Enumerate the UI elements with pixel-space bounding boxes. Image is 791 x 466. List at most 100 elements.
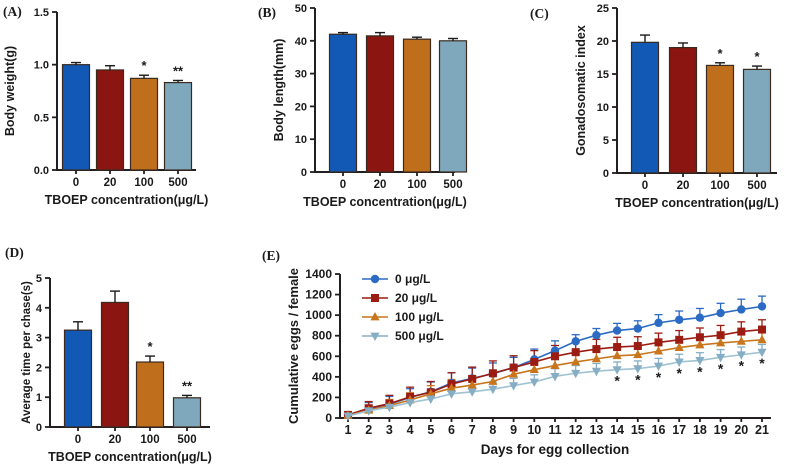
svg-text:*: * (697, 363, 703, 379)
svg-text:17: 17 (672, 423, 686, 437)
svg-text:0.5: 0.5 (34, 112, 49, 124)
panel-d-chase-time: (D) 0 1 2 3 4 5 0 20 * 100 ** 500 TBOEP concentratio… (0, 235, 252, 466)
svg-text:2: 2 (36, 362, 42, 374)
svg-text:*: * (656, 369, 662, 385)
svg-text:*: * (739, 358, 745, 374)
body-weight-chart: 0.0 0.5 1.0 1.5 0 20 * 100 ** 500 TBOEP concentrat… (3, 7, 209, 207)
svg-text:40: 40 (295, 36, 307, 48)
svg-text:7: 7 (469, 423, 476, 437)
svg-text:1: 1 (36, 392, 42, 404)
svg-text:20: 20 (295, 101, 307, 113)
svg-text:Body weight(g): Body weight(g) (3, 46, 17, 136)
svg-text:16: 16 (652, 423, 666, 437)
svg-text:Cumulative eggs / female: Cumulative eggs / female (286, 268, 301, 424)
gonadosomatic-index-chart: 0 5 10 15 20 25 0 20 * 100 * 500 TBOEP concentration… (574, 3, 779, 210)
chase-time-chart: 0 1 2 3 4 5 0 20 * 100 ** 500 TBOEP concentration(μg… (21, 273, 212, 464)
svg-text:8: 8 (489, 423, 496, 437)
svg-text:1000: 1000 (305, 308, 332, 322)
panel-d-label: (D) (5, 245, 24, 260)
svg-text:2: 2 (365, 423, 372, 437)
svg-text:0: 0 (301, 167, 307, 179)
svg-text:Body length(mm): Body length(mm) (272, 39, 286, 142)
panel-e-label: (E) (262, 248, 280, 263)
svg-text:4: 4 (407, 423, 414, 437)
svg-text:TBOEP concentration(μg/L): TBOEP concentration(μg/L) (48, 450, 212, 464)
svg-text:5: 5 (603, 135, 609, 147)
svg-text:1200: 1200 (305, 288, 332, 302)
svg-text:500 μg/L: 500 μg/L (395, 329, 444, 343)
svg-text:100 μg/L: 100 μg/L (395, 310, 444, 324)
svg-text:14: 14 (610, 423, 624, 437)
svg-text:12: 12 (569, 423, 583, 437)
svg-text:20: 20 (374, 179, 387, 191)
svg-text:6: 6 (448, 423, 455, 437)
svg-text:25: 25 (597, 3, 609, 15)
svg-text:15: 15 (597, 69, 609, 81)
svg-text:10: 10 (295, 134, 307, 146)
svg-text:20: 20 (109, 434, 122, 446)
svg-text:20 μg/L: 20 μg/L (395, 291, 437, 305)
svg-text:1400: 1400 (305, 267, 332, 281)
svg-text:*: * (676, 365, 682, 381)
svg-text:1: 1 (345, 423, 352, 437)
panel-c-gonadosomatic-index: (C) 0 5 10 15 20 25 0 20 * 100 * 500 TBOEP concentra… (520, 0, 791, 233)
panel-a-body-weight: (A) 0.0 0.5 1.0 1.5 0 20 * 100 ** 500 TBOEP concen… (0, 0, 250, 233)
svg-text:TBOEP concentration(μg/L): TBOEP concentration(μg/L) (615, 196, 779, 210)
svg-text:*: * (635, 372, 641, 388)
svg-text:TBOEP concentration(μg/L): TBOEP concentration(μg/L) (303, 195, 467, 209)
panel-b-label: (B) (258, 5, 276, 20)
svg-text:100: 100 (134, 177, 153, 189)
svg-text:*: * (614, 373, 620, 389)
svg-text:Average time per chase(s): Average time per chase(s) (21, 281, 33, 424)
svg-text:13: 13 (589, 423, 603, 437)
svg-text:500: 500 (168, 177, 187, 189)
svg-text:10: 10 (597, 102, 609, 114)
svg-text:TBOEP concentration(μg/L): TBOEP concentration(μg/L) (45, 193, 209, 207)
svg-text:4: 4 (36, 303, 43, 315)
svg-text:500: 500 (443, 179, 462, 191)
svg-text:1.5: 1.5 (34, 7, 49, 19)
svg-text:0 μg/L: 0 μg/L (395, 272, 430, 286)
svg-text:1.0: 1.0 (34, 60, 49, 72)
svg-text:100: 100 (710, 180, 729, 192)
svg-text:100: 100 (407, 179, 426, 191)
svg-text:3: 3 (36, 333, 42, 345)
svg-text:**: ** (173, 63, 184, 78)
svg-text:Gonadosomatic index: Gonadosomatic index (574, 25, 588, 156)
svg-text:10: 10 (527, 423, 541, 437)
svg-text:*: * (717, 46, 723, 61)
svg-text:**: ** (182, 378, 193, 393)
svg-text:3: 3 (386, 423, 393, 437)
panel-a-label: (A) (3, 4, 22, 19)
svg-text:5: 5 (427, 423, 434, 437)
svg-text:*: * (754, 49, 760, 64)
svg-text:0: 0 (75, 434, 81, 446)
svg-text:18: 18 (693, 423, 707, 437)
svg-text:0: 0 (603, 168, 609, 180)
svg-text:11: 11 (548, 423, 561, 437)
svg-text:0.0: 0.0 (34, 165, 49, 177)
svg-text:*: * (147, 339, 153, 354)
svg-text:9: 9 (510, 423, 517, 437)
svg-text:*: * (718, 360, 724, 376)
svg-text:800: 800 (312, 329, 332, 343)
svg-text:400: 400 (312, 370, 332, 384)
svg-text:30: 30 (295, 69, 307, 81)
svg-text:Days for egg collection: Days for egg collection (481, 442, 630, 457)
svg-text:0: 0 (340, 179, 346, 191)
svg-text:500: 500 (177, 434, 196, 446)
svg-text:19: 19 (714, 423, 728, 437)
panel-b-body-length: (B) 0 10 20 30 40 50 0 20 100 500 TBOEP concentrat… (255, 0, 505, 233)
svg-text:0: 0 (36, 422, 42, 434)
panel-e-cumulative-eggs: (E) 0 200 400 600 800 1000 1200 1400 1 2 3 4 5 6 7 8 9 10… (255, 235, 791, 466)
svg-text:*: * (759, 355, 765, 371)
svg-text:15: 15 (631, 423, 645, 437)
svg-text:500: 500 (747, 180, 766, 192)
svg-text:600: 600 (312, 349, 332, 363)
svg-text:0: 0 (642, 180, 648, 192)
svg-text:20: 20 (597, 36, 609, 48)
svg-text:0: 0 (325, 411, 332, 425)
